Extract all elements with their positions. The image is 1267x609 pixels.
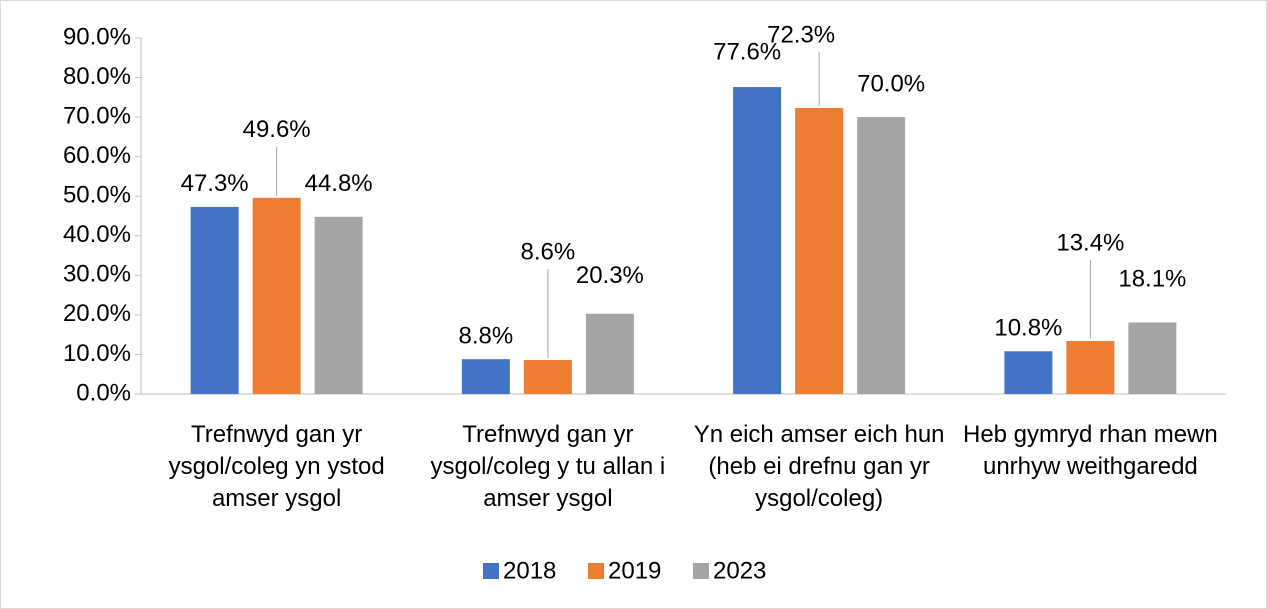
y-tick-label: 30.0% (63, 261, 131, 288)
data-label: 10.8% (994, 315, 1062, 342)
y-tick-label: 90.0% (63, 23, 131, 50)
legend-swatch (693, 563, 709, 579)
bar (1128, 322, 1177, 394)
bar (1066, 340, 1115, 394)
data-label: 13.4% (1056, 229, 1124, 256)
bar (461, 359, 510, 394)
y-tick-label: 40.0% (63, 221, 131, 248)
data-label: 44.8% (305, 170, 373, 197)
x-tick-label: Trefnwyd gan yr ysgol/coleg yn ystod ams… (168, 421, 385, 512)
bar (314, 216, 363, 394)
y-tick-label: 70.0% (63, 102, 131, 129)
data-label: 77.6% (713, 38, 781, 65)
data-label: 20.3% (576, 262, 644, 289)
y-tick-label: 0.0% (76, 379, 131, 406)
legend-swatch (588, 563, 604, 579)
bar (252, 197, 301, 394)
bar (857, 117, 906, 394)
x-tick-label: Yn eich amser eich hun (heb ei drefnu ga… (693, 421, 945, 512)
data-label: 18.1% (1118, 266, 1186, 293)
legend-label: 2023 (713, 557, 766, 584)
bar (523, 359, 572, 394)
data-label: 8.6% (521, 238, 576, 265)
x-tick-label: Heb gymryd rhan mewn unrhyw weithgaredd (962, 421, 1218, 480)
y-tick-label: 80.0% (63, 63, 131, 90)
bar (795, 108, 844, 394)
bar (1004, 351, 1053, 394)
y-tick-label: 20.0% (63, 300, 131, 327)
bar (733, 87, 782, 394)
legend-label: 2018 (503, 557, 556, 584)
data-label: 47.3% (181, 170, 249, 197)
y-tick-label: 10.0% (63, 340, 131, 367)
data-label: 72.3% (767, 21, 835, 48)
legend-swatch (483, 563, 499, 579)
data-label: 8.8% (459, 323, 514, 350)
bar (190, 206, 239, 394)
data-label: 49.6% (243, 116, 311, 143)
x-tick-label: Trefnwyd gan yr ysgol/coleg y tu allan i… (430, 421, 666, 512)
data-label: 70.0% (857, 70, 925, 97)
bar (585, 313, 634, 394)
legend-label: 2019 (608, 557, 661, 584)
y-tick-label: 50.0% (63, 182, 131, 209)
y-tick-label: 60.0% (63, 142, 131, 169)
